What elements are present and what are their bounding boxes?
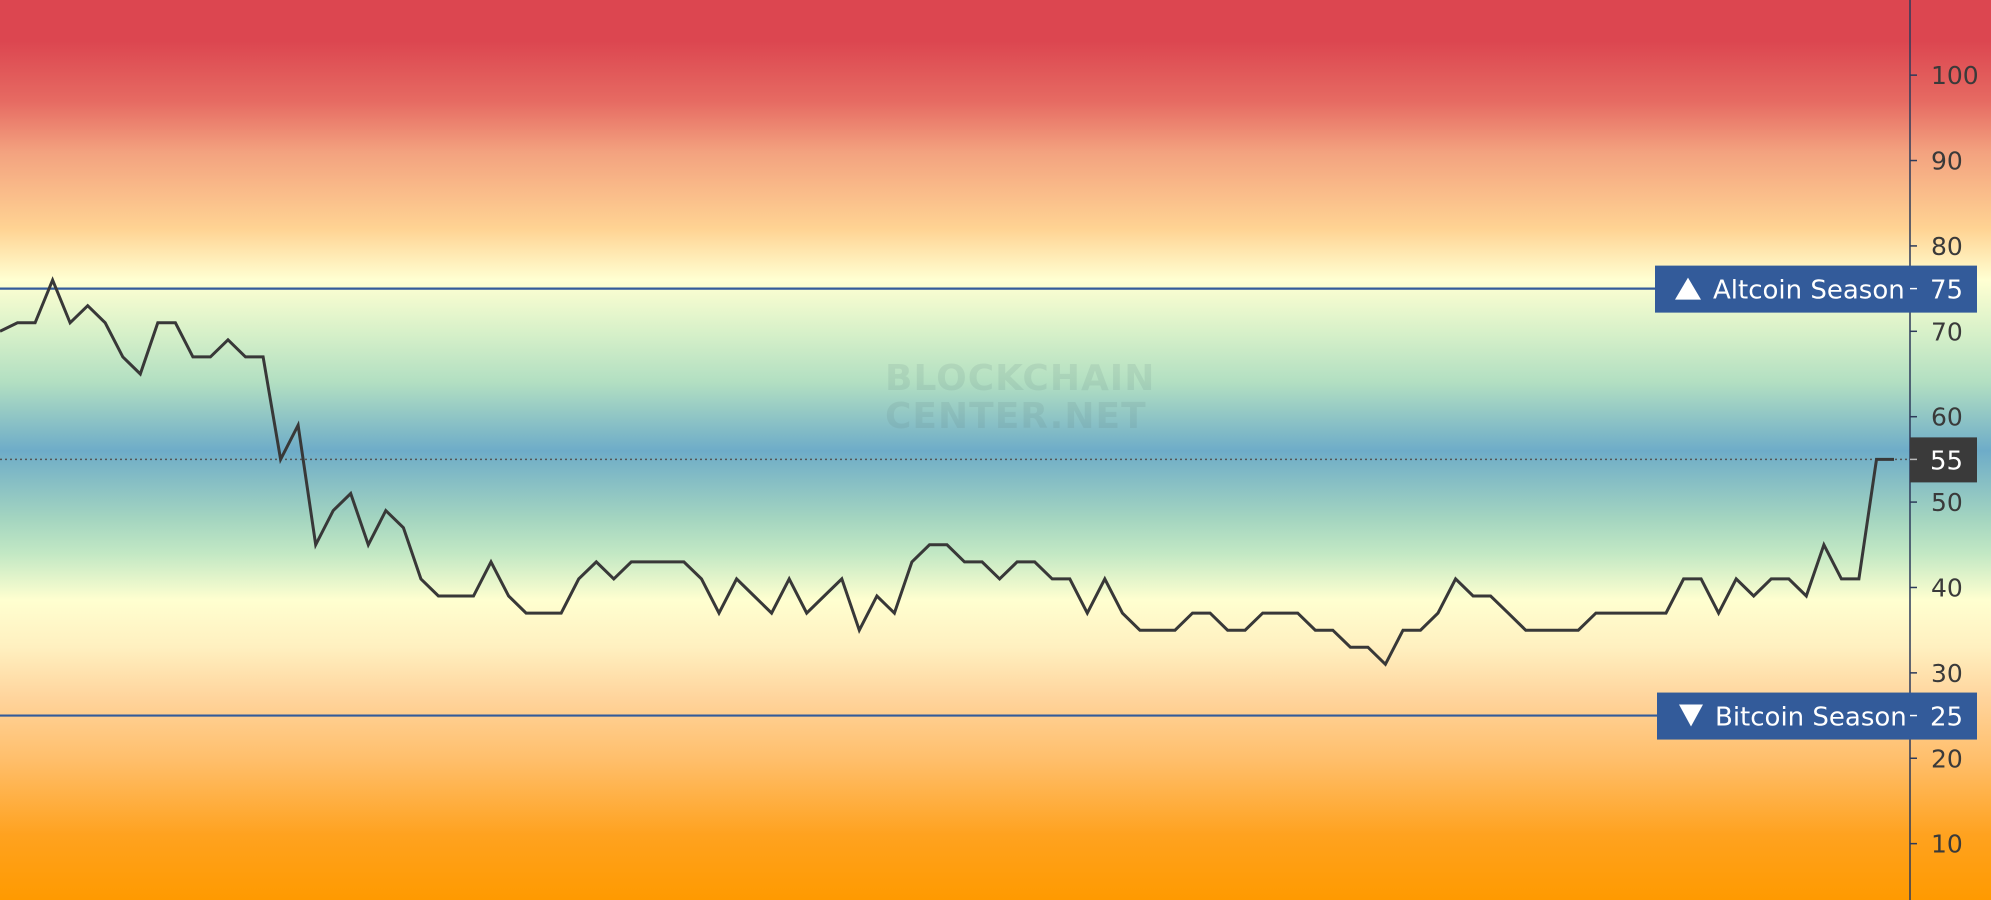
watermark-line2: CENTER.NET [885,396,1147,437]
current-value-badge: 55 [1910,437,1977,483]
triangle-down-icon [1679,704,1703,727]
watermark-line1: BLOCKCHAIN [885,358,1155,399]
y-tick-label: 20 [1931,744,1963,773]
axis-badges: Altcoin Season 75 Bitcoin Season 25 55 [1655,265,1977,740]
current-value-label: 55 [1930,446,1963,476]
y-tick-label: 50 [1931,488,1963,517]
y-tick-label: 40 [1931,573,1963,602]
reference-badge-75: Altcoin Season 75 [1655,265,1977,313]
y-tick-label: 80 [1931,232,1963,261]
y-tick-label: 90 [1931,147,1963,176]
y-axis-ticks: 10 20 30 40 50 60 70 80 90 100 [1910,61,1979,859]
reference-value: 75 [1930,276,1963,306]
y-tick-label: 60 [1931,403,1963,432]
triangle-up-icon [1675,277,1701,300]
reference-badge-25: Bitcoin Season 25 [1657,692,1977,740]
watermark: BLOCKCHAIN CENTER.NET [885,358,1155,437]
y-tick-label: 10 [1931,830,1963,859]
reference-label: Altcoin Season [1713,276,1905,306]
reference-label: Bitcoin Season [1715,703,1907,733]
y-tick-label: 30 [1931,659,1963,688]
series-line [0,276,1894,667]
y-tick-label: 70 [1931,317,1963,346]
y-tick-label: 100 [1931,61,1979,90]
reference-lines [0,287,1660,717]
reference-value: 25 [1930,703,1963,733]
